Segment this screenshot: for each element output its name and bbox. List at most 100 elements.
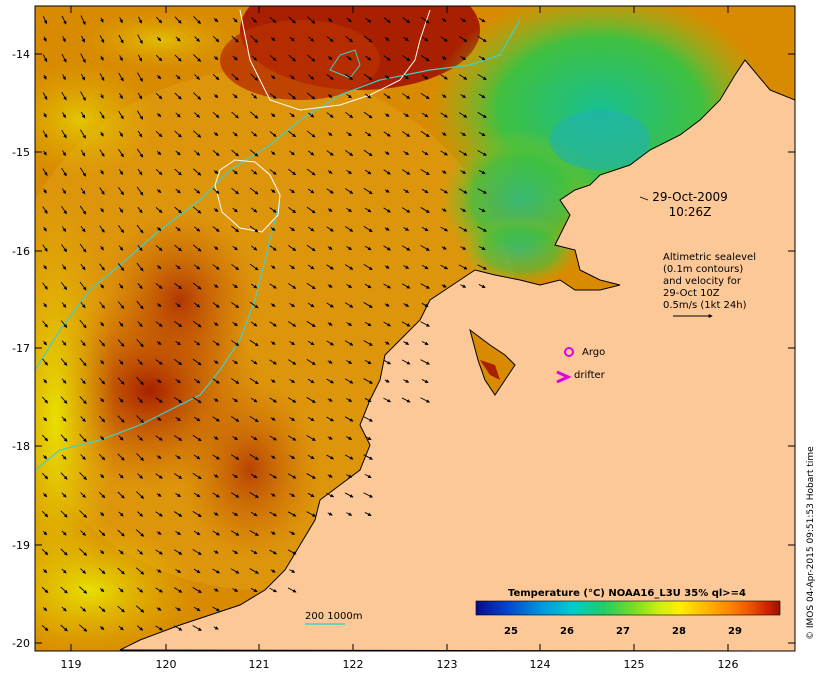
velocity-arrow [193,16,201,25]
velocity-arrow [60,548,68,556]
velocity-arrow [249,377,259,385]
velocity-arrow [100,245,104,251]
velocity-arrow [270,455,276,459]
velocity-arrow [155,473,163,479]
velocity-arrow [79,434,87,443]
velocity-arrow [326,416,334,422]
velocity-arrow [440,74,448,80]
velocity-arrow [43,74,47,80]
velocity-arrow [287,359,297,365]
velocity-arrow [458,226,468,232]
velocity-arrow [137,54,143,62]
velocity-arrow [306,473,316,479]
velocity-arrow [344,340,354,346]
velocity-arrow [307,150,315,156]
velocity-arrow [80,416,86,423]
velocity-arrow [117,529,125,537]
velocity-arrow [79,243,87,253]
velocity-arrow [346,474,353,478]
velocity-arrow [61,244,67,253]
velocity-arrow [346,512,353,516]
velocity-arrow [249,530,259,536]
velocity-arrow [327,18,333,23]
velocity-arrow [460,284,467,288]
velocity-arrow [441,94,447,98]
velocity-arrow [421,340,429,346]
velocity-arrow [194,74,200,80]
velocity-arrow [249,415,259,423]
velocity-arrow [346,17,352,23]
velocity-arrow [212,416,220,422]
velocity-arrow [193,378,201,384]
velocity-arrow [173,511,183,517]
velocity-arrow [100,283,104,289]
velocity-arrow [137,206,143,214]
colorbar-tick-label: 25 [504,626,518,637]
velocity-arrow [213,55,219,61]
velocity-arrow [250,549,258,555]
velocity-arrow [119,17,123,24]
velocity-arrow [136,453,144,461]
velocity-arrow [174,397,183,403]
velocity-arrow [269,587,278,593]
velocity-arrow [61,15,67,25]
velocity-arrow [345,35,353,43]
velocity-arrow [41,472,49,480]
velocity-arrow [364,17,372,23]
lon-tick-label: 121 [249,658,270,671]
velocity-arrow [137,359,143,366]
velocity-arrow [249,149,259,157]
velocity-arrow [231,73,239,81]
velocity-arrow [383,245,391,251]
velocity-arrow [327,208,333,212]
velocity-arrow [193,416,201,422]
plot-frame [34,5,796,652]
velocity-arrow [383,207,391,213]
velocity-arrow [441,246,447,250]
velocity-arrow [326,454,335,460]
velocity-arrow [249,492,259,498]
velocity-arrow [250,587,258,593]
velocity-arrow [213,132,219,137]
velocity-arrow [212,226,220,232]
velocity-arrow [155,435,163,441]
velocity-arrow [326,36,334,42]
sealevel-contour [214,159,281,233]
velocity-arrow [80,111,86,119]
velocity-arrow [364,131,372,137]
velocity-arrow [251,131,258,137]
lon-tick-label: 122 [343,658,364,671]
velocity-arrow [232,550,239,554]
velocity-arrow [251,93,258,99]
lon-tick-label: 120 [156,658,177,671]
argo-circle-icon [564,347,574,357]
velocity-arrow [60,434,68,442]
velocity-arrow [212,454,220,460]
velocity-arrow [42,396,48,404]
velocity-arrow [99,397,105,403]
velocity-arrow [60,624,68,632]
velocity-arrow [232,55,238,61]
velocity-arrow [175,531,182,535]
velocity-arrow [60,396,68,404]
velocity-arrow [42,16,48,25]
velocity-arrow [41,434,49,442]
velocity-arrow [118,511,124,517]
velocity-arrow [41,586,49,594]
velocity-arrow [42,530,48,536]
velocity-arrow [346,436,353,440]
velocity-arrow [43,36,47,42]
velocity-arrow [155,207,163,214]
velocity-arrow [117,491,125,499]
velocity-arrow [232,588,239,592]
velocity-arrow [269,359,277,365]
velocity-arrow [156,227,162,232]
velocity-arrow [288,130,297,138]
velocity-arrow [384,189,390,193]
velocity-arrow [61,416,67,422]
velocity-arrow [270,493,276,497]
velocity-arrow [135,529,145,537]
velocity-arrow [155,130,163,138]
velocity-arrow [307,188,315,194]
velocity-arrow [327,94,333,98]
